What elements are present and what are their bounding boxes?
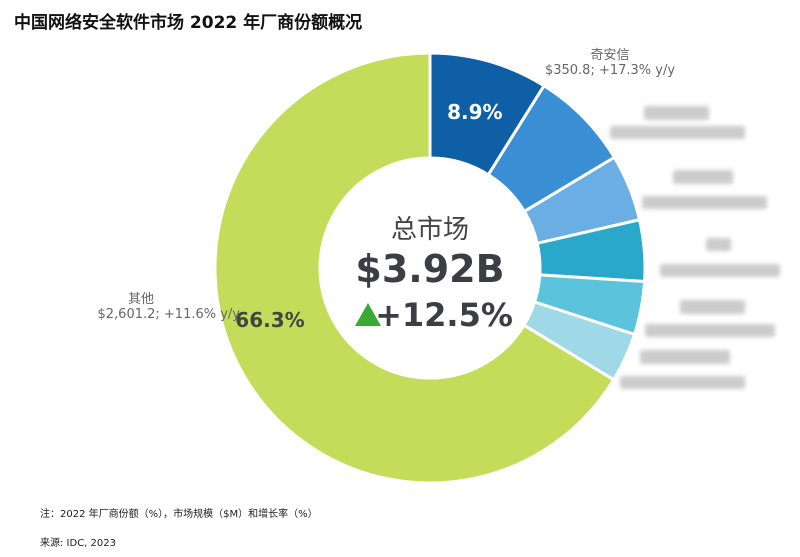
- blurred-label: [680, 300, 745, 314]
- slice-share-label: 8.9%: [447, 100, 502, 124]
- slice-detail: $350.8; +17.3% y/y: [544, 63, 676, 78]
- chart-source: 来源: IDC, 2023: [40, 538, 116, 549]
- center-total-value: $3.92B: [355, 247, 504, 291]
- blurred-label: [660, 264, 780, 277]
- blurred-label: [673, 170, 733, 184]
- center-label: 总市场: [391, 215, 469, 245]
- chart-note: 注：2022 年厂商份额（%），市场规模（$M）和增长率（%）: [40, 509, 318, 520]
- slice-share-label: 66.3%: [235, 308, 304, 332]
- slice-detail: $2,601.2; +11.6% y/y: [97, 307, 241, 322]
- blurred-label: [706, 238, 731, 251]
- triangle-up-icon: [355, 303, 381, 326]
- blurred-label: [642, 196, 767, 209]
- slice-name: 奇安信: [590, 48, 630, 63]
- slice-label-qianxin: 奇安信 $350.8; +17.3% y/y: [540, 44, 680, 78]
- blurred-label: [610, 126, 745, 139]
- slice-name: 其他: [128, 292, 155, 307]
- center-growth-value: +12.5%: [375, 296, 513, 334]
- blurred-label: [645, 324, 775, 337]
- blurred-label: [644, 106, 709, 120]
- slice-label-others: 其他 $2,601.2; +11.6% y/y: [40, 288, 241, 322]
- donut-slice: [213, 51, 616, 485]
- chart-title: 中国网络安全软件市场 2022 年厂商份额概况: [14, 13, 363, 33]
- blurred-label: [640, 350, 730, 364]
- blurred-label: [620, 376, 745, 389]
